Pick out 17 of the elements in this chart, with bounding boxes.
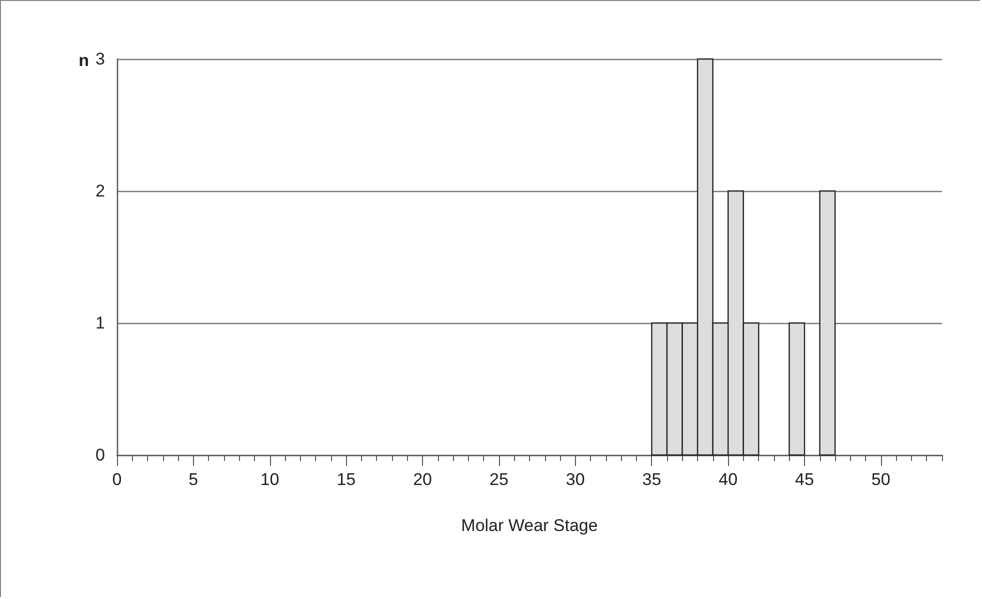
x-tick-label: 45: [795, 470, 814, 489]
y-axis-title: n: [78, 51, 89, 70]
x-tick-label: 0: [112, 470, 122, 489]
y-tick-label: 2: [96, 182, 105, 200]
y-tick-label: 0: [96, 446, 105, 464]
x-axis-title: Molar Wear Stage: [461, 516, 598, 535]
x-tick-label: 15: [336, 470, 356, 489]
x-tick-label: 50: [871, 470, 890, 489]
x-tick-label: 25: [489, 470, 508, 489]
x-tick-label: 30: [566, 470, 585, 489]
x-tick-label: 5: [188, 470, 198, 489]
y-tick-label: 3: [96, 50, 105, 68]
x-tick-label: 40: [718, 470, 738, 489]
x-tick-label: 35: [642, 470, 662, 489]
x-tick-label: 20: [413, 470, 432, 489]
y-tick-label: 1: [96, 314, 105, 332]
x-tick-label: 10: [260, 470, 280, 489]
